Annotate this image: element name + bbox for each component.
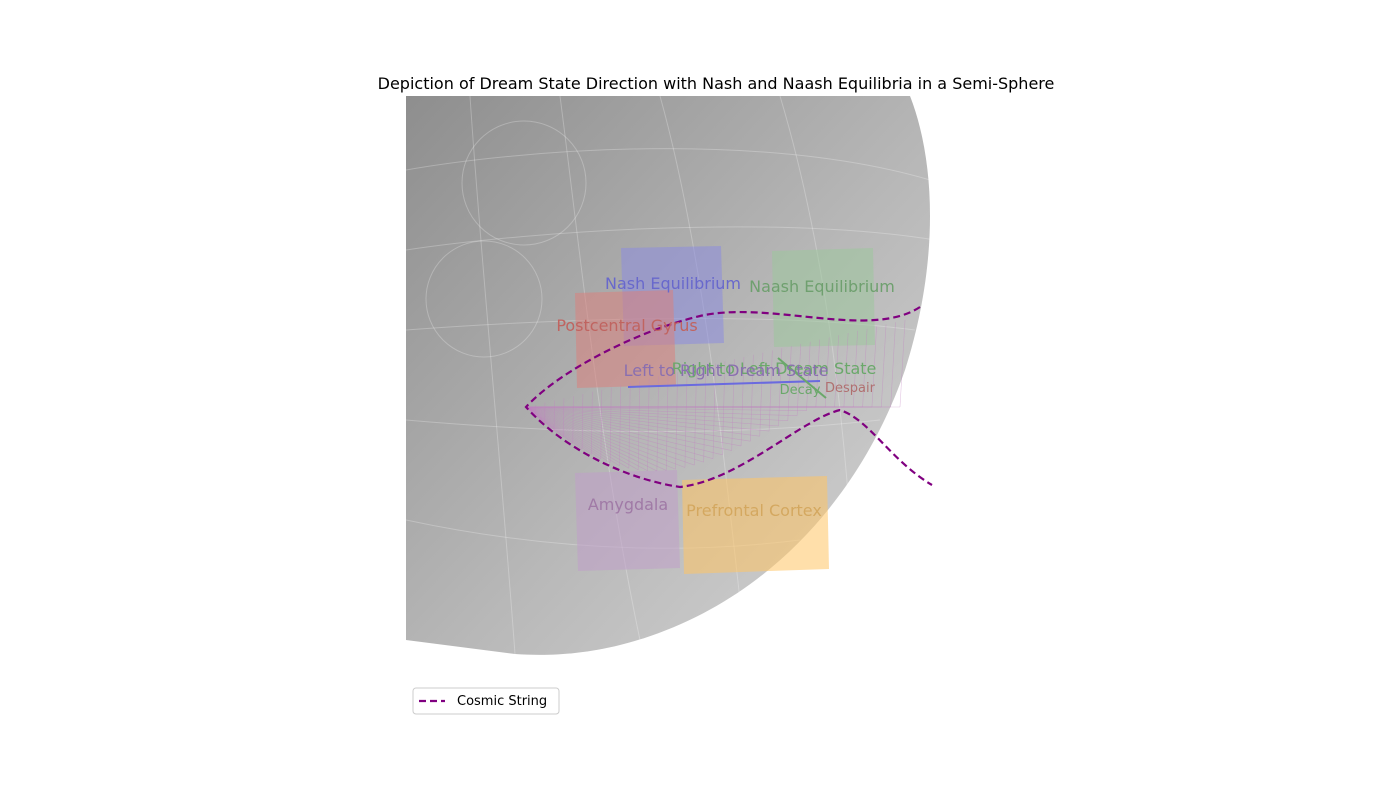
mesh-line [852,330,858,408]
mesh-line [787,346,792,421]
mesh-line [581,393,584,450]
mesh-line [750,354,754,442]
mesh-line [525,406,788,422]
mesh-line [525,406,639,471]
mesh-line [871,326,877,408]
mesh-line [525,406,648,472]
region-planes [575,246,875,574]
mesh-line [722,361,726,455]
plane-naash [772,248,875,347]
sphere-grid-line [406,226,936,251]
mesh-line [806,341,811,411]
mesh-line [572,396,574,444]
mesh-line [525,406,695,466]
legend-label-cosmic-string: Cosmic String [457,694,547,709]
nash-equilibrium-label: Nash Equilibrium [605,274,741,293]
mesh-line [525,406,573,444]
mesh-line [525,406,676,470]
mesh-line [684,370,688,468]
mesh-line [525,406,770,432]
left-to-right-dream-state-label: Left to Right Dream State [624,361,829,380]
mesh-line [600,389,603,459]
mesh-line [525,406,601,460]
mesh-line [525,406,742,447]
plane-postcentral [575,290,676,388]
mesh-line [525,406,592,455]
mesh-line [525,406,798,416]
mesh-line [628,383,631,469]
mesh-line [563,398,565,438]
right-to-left-line [777,357,827,399]
mesh-line [881,324,887,408]
mesh-line [815,339,821,408]
mesh-line [525,406,807,411]
mesh-line [647,378,650,471]
chart-title: Depiction of Dream State Direction with … [378,74,1055,93]
mesh-line [731,359,735,451]
mesh-line [525,406,732,451]
legend-frame [412,687,560,715]
despair-label: Despair [825,381,876,396]
mesh-line [525,406,686,468]
mesh-line [656,376,659,471]
mesh-line [759,352,764,437]
mesh-line [525,406,611,463]
mesh-line [862,328,868,408]
sphere-grid-line [406,148,931,181]
plane-amygdala [575,470,680,571]
mesh-line [740,356,745,446]
mesh-line [843,333,849,408]
mesh-line [637,380,640,470]
mesh-line [768,350,773,432]
mesh-line [525,406,630,469]
mesh-line [525,406,658,472]
mesh-line [525,406,751,442]
mesh-line [675,372,678,470]
sphere-grid-ring [461,120,587,246]
mesh-line [609,387,612,463]
mesh-line [525,406,667,471]
mesh-line [525,406,583,450]
mesh-line [824,337,830,408]
mesh-line [525,406,564,438]
mesh-line [712,363,716,459]
naash-equilibrium-label: Naash Equilibrium [749,277,895,296]
cosmic-string-line [524,306,933,489]
mesh-line [525,406,704,463]
postcentral-gyrus-label: Postcentral Gyrus [556,316,697,335]
mesh-line [899,319,906,408]
amygdala-label: Amygdala [588,495,668,514]
legend: Cosmic String [412,687,560,715]
prefrontal-cortex-label: Prefrontal Cortex [686,501,822,520]
decay-label: Decay [780,383,821,398]
left-to-right-line [627,380,821,388]
mesh-line [890,322,896,408]
mesh-line [619,385,622,466]
plot-area: Nash Equilibrium Naash Equilibrium Postc… [406,96,936,655]
mesh-line [834,335,839,408]
mesh-line [525,406,714,459]
sphere-grid-line [406,419,881,433]
mesh-line [665,374,669,471]
mesh-line [525,406,555,431]
mesh-line [525,406,779,427]
sphere-grid-ring [425,240,543,358]
plane-prefrontal [682,476,829,574]
mesh-line [525,406,760,437]
sphere-grid-line [469,96,516,655]
mesh-line [796,343,802,416]
mesh-line [525,406,723,456]
right-to-left-dream-state-label: Right to Left Dream State [672,359,877,378]
mesh-line [703,365,707,463]
mesh-line [525,406,620,467]
mesh-line [525,406,545,424]
mesh-line [591,391,593,455]
